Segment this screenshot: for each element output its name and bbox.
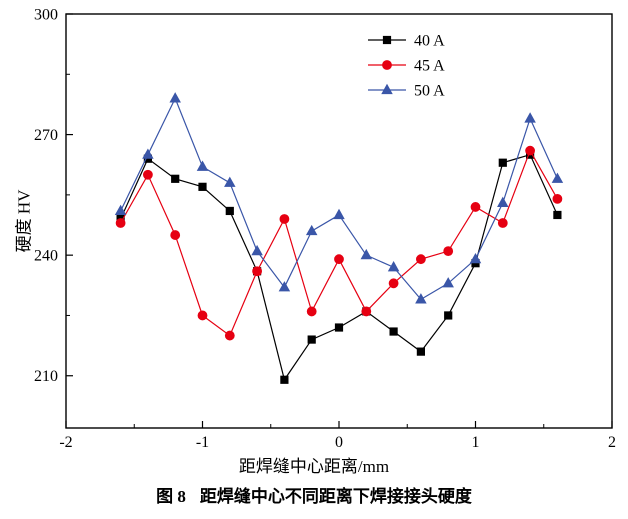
- x-tick-label: -1: [196, 434, 209, 451]
- x-tick-label: -2: [59, 434, 72, 451]
- data-point-circle: [334, 254, 344, 265]
- data-point-square: [444, 311, 453, 320]
- data-point-square: [553, 210, 562, 220]
- data-point-square: [225, 206, 234, 216]
- data-point-square: [498, 158, 507, 167]
- data-point-square: [171, 174, 180, 183]
- data-point-circle: [224, 330, 235, 341]
- legend-item: 45 A: [368, 58, 445, 75]
- data-point-circle: [197, 310, 208, 321]
- legend-label: 50 A: [414, 83, 445, 100]
- figure-caption: 图 8 距焊缝中心不同距离下焊接接头硬度: [0, 482, 628, 507]
- x-axis-label: 距焊缝中心距离/mm: [238, 457, 390, 476]
- series-line: [120, 149, 558, 337]
- x-tick-label: 0: [335, 434, 343, 451]
- series-40-A: [116, 150, 562, 384]
- data-point-circle: [143, 169, 153, 180]
- data-point-circle: [497, 218, 508, 228]
- data-point-square: [382, 35, 392, 45]
- data-point-triangle: [497, 196, 509, 208]
- x-tick-label: 2: [608, 434, 616, 451]
- legend-item: 50 A: [368, 83, 445, 100]
- data-point-triangle: [251, 244, 263, 256]
- data-point-triangle: [387, 260, 400, 272]
- y-tick-label: 270: [34, 127, 58, 144]
- data-point-triangle: [381, 83, 393, 95]
- data-point-triangle: [196, 160, 209, 171]
- data-point-triangle: [469, 252, 482, 264]
- data-point-circle: [279, 214, 290, 224]
- x-tick-label: 1: [472, 434, 480, 451]
- series-line: [120, 96, 558, 301]
- data-point-triangle: [524, 112, 536, 123]
- data-point-circle: [382, 60, 392, 70]
- data-point-circle: [525, 145, 535, 156]
- data-point-triangle: [169, 92, 181, 103]
- data-point-circle: [252, 266, 263, 277]
- legend-label: 40 A: [414, 33, 445, 50]
- caption-text: 距焊缝中心不同距离下焊接接头硬度: [199, 487, 472, 506]
- data-point-circle: [416, 254, 426, 265]
- data-point-square: [280, 375, 289, 384]
- data-point-triangle: [551, 172, 564, 183]
- y-tick-label: 240: [34, 248, 58, 265]
- data-point-square: [198, 182, 207, 191]
- y-tick-label: 210: [34, 368, 58, 385]
- data-point-triangle: [305, 224, 318, 236]
- data-point-circle: [306, 306, 317, 317]
- chart-plot: -2 -1 0 1 2 210 240 270 300 40 A 45 A 50 A: [34, 7, 616, 452]
- caption-number: 图 8: [156, 487, 186, 506]
- legend-item: 40 A: [368, 33, 445, 50]
- data-point-square: [307, 335, 316, 344]
- y-tick-label: 300: [34, 7, 58, 24]
- plot-frame: [65, 13, 613, 429]
- data-point-circle: [552, 193, 563, 204]
- data-point-square: [416, 347, 425, 356]
- y-axis-label: 硬度 HV: [14, 189, 34, 253]
- data-point-triangle: [333, 208, 345, 220]
- data-point-triangle: [415, 293, 427, 304]
- data-point-square: [389, 327, 398, 336]
- axes: -2 -1 0 1 2 210 240 270 300: [34, 7, 616, 452]
- data-point-circle: [115, 218, 126, 228]
- series-50-A: [114, 92, 564, 304]
- data-point-triangle: [278, 281, 291, 292]
- data-point-triangle: [224, 176, 236, 187]
- data-point-triangle: [142, 148, 154, 159]
- data-point-triangle: [114, 204, 127, 216]
- data-point-triangle: [360, 248, 373, 260]
- data-point-square: [334, 323, 344, 332]
- data-point-circle: [361, 306, 372, 317]
- data-point-triangle: [442, 277, 454, 288]
- data-point-circle: [388, 278, 399, 289]
- legend: 40 A 45 A 50 A: [368, 33, 445, 100]
- data-point-circle: [443, 246, 454, 257]
- data-point-circle: [170, 230, 181, 240]
- legend-label: 45 A: [414, 58, 445, 75]
- series-45-A: [115, 145, 563, 341]
- data-point-circle: [470, 202, 481, 212]
